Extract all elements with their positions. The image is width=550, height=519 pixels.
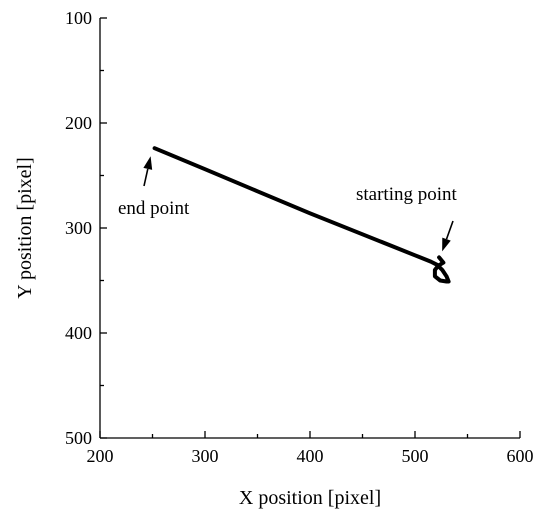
arrow-shaft [445,220,454,240]
series-layer [152,146,451,284]
end-point-label: end point [118,198,190,219]
trajectory-point [441,261,445,265]
trajectory-point [429,260,433,264]
arrow-shaft [143,168,149,187]
starting-point-label: starting point [356,184,458,205]
x-axis-label: X position [pixel] [239,487,381,509]
trajectory-point [203,167,207,171]
trajectory-point [308,211,312,215]
trajectory-point [255,189,260,193]
trajectory-point [392,245,396,249]
trajectory-point [437,255,441,259]
arrow-head [143,156,153,170]
y-tick-label: 200 [65,113,92,133]
trajectory-point [438,278,442,283]
y-axis-label: Y position [pixel] [14,157,36,298]
x-tick-label: 500 [402,446,429,466]
x-tick-label: 200 [87,446,114,466]
trajectory-point [153,146,157,150]
x-tick-label: 400 [297,446,324,466]
trajectory-point [444,279,449,284]
trajectory-point [440,268,444,272]
trajectory-point [413,253,417,257]
y-tick-label: 100 [65,8,92,28]
end-point-arrow [143,156,153,187]
y-ticks: 100 200 300 400 500 [65,8,107,448]
x-tick-label: 600 [507,446,534,466]
y-tick-label: 500 [65,428,92,448]
trajectory-point [433,274,437,278]
trajectory-line [152,146,451,284]
trajectory-point [444,274,449,278]
arrow-head [442,237,451,252]
x-ticks: 200 300 400 500 600 [87,431,534,466]
trajectory-point [436,264,440,268]
y-tick-label: 300 [65,218,92,238]
trajectory-point [360,232,365,236]
axes [99,18,520,439]
y-tick-label: 400 [65,323,92,343]
starting-point-arrow [442,220,454,252]
annotation-layer: end point starting point [118,156,458,252]
x-tick-label: 300 [192,446,219,466]
trajectory-point [433,268,437,272]
